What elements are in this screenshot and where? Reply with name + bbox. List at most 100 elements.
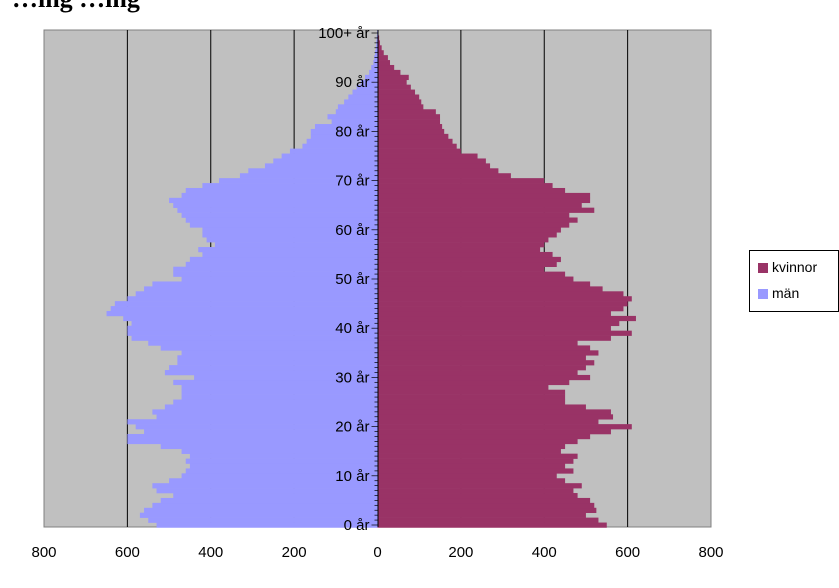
bar-man: [310, 133, 378, 140]
bar-kvinnor: [377, 384, 549, 390]
bar-kvinnor: [377, 247, 541, 253]
bar-man: [135, 424, 378, 430]
bar-kvinnor: [377, 483, 582, 489]
bar-man: [302, 143, 378, 149]
x-axis-tick-labels: 800 600 400 200 0 200 400 600 800: [31, 544, 723, 561]
x-tick-label: 0: [373, 544, 381, 561]
bar-man: [181, 384, 378, 390]
bar-kvinnor: [377, 173, 511, 179]
bar-kvinnor: [377, 99, 422, 105]
bar-man: [148, 340, 378, 346]
bar-kvinnor: [377, 109, 436, 115]
bar-kvinnor: [377, 50, 384, 56]
bar-kvinnor: [377, 414, 614, 420]
bar-kvinnor: [377, 438, 578, 445]
bar-man: [127, 325, 378, 331]
bar-man: [239, 173, 378, 179]
bar-man: [160, 345, 378, 351]
bar-kvinnor: [377, 409, 611, 415]
bar-man: [348, 94, 378, 100]
bar-kvinnor: [377, 64, 395, 71]
bar-man: [152, 502, 378, 509]
bar-kvinnor: [377, 281, 591, 287]
bar-man: [189, 222, 378, 228]
bar-kvinnor: [377, 493, 578, 499]
bar-man: [156, 488, 378, 494]
y-axis-ticks: [371, 32, 378, 526]
bar-man: [169, 197, 378, 204]
bar-kvinnor: [377, 124, 443, 130]
bar-kvinnor: [377, 443, 566, 450]
age-label: 80 år: [335, 123, 369, 140]
bar-kvinnor: [377, 133, 449, 140]
bar-man: [148, 517, 378, 523]
legend-item-man: män: [758, 285, 799, 301]
bar-man: [202, 227, 378, 233]
bar-kvinnor: [377, 207, 595, 213]
bar-man: [360, 79, 378, 85]
bar-kvinnor: [377, 497, 591, 504]
bar-man: [152, 483, 378, 489]
legend: kvinnor män: [749, 250, 839, 312]
bar-man: [335, 109, 378, 115]
bar-kvinnor: [377, 187, 566, 194]
legend-swatch-kvinnor: [758, 263, 768, 273]
legend-item-kvinnor: kvinnor: [758, 259, 817, 275]
bar-man: [248, 168, 378, 174]
bar-man: [110, 306, 378, 312]
bar-man: [144, 507, 378, 513]
bar-man: [364, 74, 378, 81]
bar-kvinnor: [377, 178, 545, 184]
bar-man: [181, 389, 378, 395]
bar-man: [127, 296, 378, 302]
bar-man: [314, 124, 378, 130]
bar-kvinnor: [377, 192, 591, 199]
bar-man: [219, 178, 378, 184]
bar-man: [164, 370, 378, 376]
bar-man: [202, 232, 378, 238]
bar-kvinnor: [377, 360, 595, 366]
bar-kvinnor: [377, 227, 561, 233]
x-tick-label: 200: [282, 544, 307, 561]
bar-kvinnor: [377, 340, 578, 346]
bar-man: [185, 187, 378, 194]
bar-kvinnor: [377, 301, 628, 307]
bar-man: [185, 468, 378, 474]
x-tick-label: 600: [115, 544, 140, 561]
bar-kvinnor: [377, 473, 557, 479]
bar-kvinnor: [377, 335, 611, 341]
bar-kvinnor: [377, 404, 586, 410]
bar-man: [127, 419, 378, 425]
bar-man: [327, 114, 378, 120]
bar-man: [352, 89, 378, 95]
bar-man: [356, 84, 378, 90]
bar-man: [131, 335, 378, 341]
bar-kvinnor: [377, 374, 591, 381]
bar-kvinnor: [377, 419, 599, 425]
bar-kvinnor: [377, 394, 566, 400]
bar-man: [173, 271, 378, 277]
bar-man: [160, 497, 378, 504]
bar-kvinnor: [377, 55, 388, 61]
x-tick-label: 200: [448, 544, 473, 561]
bar-man: [152, 281, 378, 287]
bar-kvinnor: [377, 40, 381, 46]
bar-man: [127, 438, 378, 445]
bar-man: [173, 399, 378, 405]
chart-title: …ing …ing: [12, 0, 140, 14]
bar-kvinnor: [377, 148, 461, 154]
bar-kvinnor: [377, 458, 574, 464]
bar-man: [156, 522, 378, 528]
bar-kvinnor: [377, 158, 486, 164]
age-label: 100+ år: [318, 25, 369, 42]
bar-kvinnor: [377, 330, 632, 336]
bar-kvinnor: [377, 69, 401, 76]
bar-man: [337, 104, 378, 110]
bar-man: [273, 158, 378, 164]
bar-kvinnor: [377, 197, 591, 204]
legend-label-kvinnor: kvinnor: [772, 259, 818, 275]
x-tick-label: 800: [698, 544, 723, 561]
bar-man: [114, 301, 378, 307]
bar-kvinnor: [377, 256, 561, 263]
